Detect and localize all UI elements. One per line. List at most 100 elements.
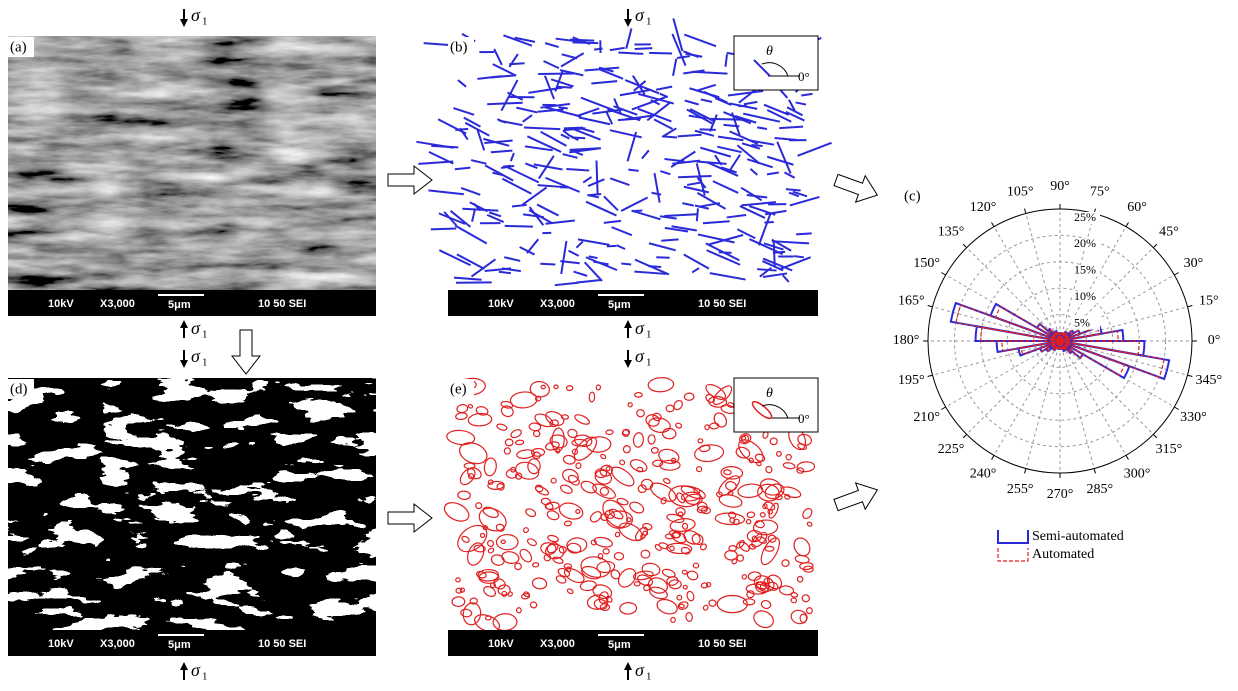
r-tick-label: 20% [1074, 236, 1096, 250]
theta-label: 270° [1047, 487, 1074, 502]
theta-label: 165° [898, 293, 925, 308]
theta-label: 45° [1159, 224, 1179, 239]
theta-label: 75° [1090, 184, 1110, 199]
info: 10 50 SEI [258, 298, 306, 310]
detected-line [505, 226, 533, 227]
detected-line [764, 222, 773, 223]
theta-label: 300° [1124, 467, 1151, 482]
grid-spoke [1060, 341, 1126, 455]
detected-line [757, 269, 776, 270]
theta-label: 105° [1007, 184, 1034, 199]
flow-arrow [388, 166, 432, 194]
stress-symbol: σ [191, 318, 201, 338]
stress-index: 1 [202, 16, 208, 28]
detected-line [656, 257, 669, 258]
theta-label: 120° [970, 200, 997, 215]
theta-tick [963, 244, 967, 248]
detected-line [751, 145, 762, 146]
legend-swatch [998, 530, 1028, 543]
scale: 5μm [168, 299, 191, 311]
detected-line [540, 264, 555, 265]
detected-line [663, 136, 677, 137]
grid-spoke [1026, 213, 1060, 341]
stress-head [180, 320, 188, 328]
stress-index: 1 [202, 329, 208, 341]
theta-tick [1126, 455, 1129, 459]
theta-label: 30° [1184, 256, 1204, 271]
theta-tick [928, 306, 933, 307]
detected-line [628, 170, 638, 171]
r-tick-label: 5% [1074, 315, 1090, 329]
theta-tick [963, 434, 967, 438]
stress-head [624, 360, 632, 368]
stress-index: 1 [646, 16, 652, 28]
detected-line [621, 264, 631, 265]
theta-label: 225° [938, 442, 965, 457]
stress-index: 1 [646, 357, 652, 369]
theta-label: 15° [1199, 293, 1219, 308]
theta-tick [1153, 244, 1157, 248]
flow-arrow [232, 330, 260, 374]
stress-symbol: σ [191, 346, 201, 366]
flow-arrow [388, 504, 432, 532]
stress-head [180, 19, 188, 27]
voltage: 10kV [48, 638, 74, 650]
binary-image [8, 378, 376, 630]
theta-tick [928, 375, 933, 376]
info: 10 50 SEI [258, 638, 306, 650]
detected-line [700, 129, 716, 130]
stress-symbol: σ [191, 660, 201, 680]
theta-label: 345° [1195, 373, 1222, 388]
scale: 5μm [168, 639, 191, 651]
theta-label: 240° [970, 467, 997, 482]
legend-label: Automated [1032, 547, 1094, 562]
detected-line [796, 233, 812, 234]
inset-zero: 0° [798, 69, 810, 84]
magnification: X3,000 [540, 298, 575, 310]
theta-label: 60° [1127, 200, 1147, 215]
theta-tick [1174, 273, 1178, 276]
theta-tick [992, 455, 995, 459]
stress-head [180, 360, 188, 368]
theta-label: 255° [1007, 482, 1034, 497]
detected-line [678, 176, 711, 177]
detected-line [594, 49, 602, 50]
detected-line [635, 48, 653, 49]
stress-head [624, 320, 632, 328]
theta-label: 195° [898, 373, 925, 388]
theta-label: 330° [1180, 410, 1207, 425]
theta-tick [1153, 434, 1157, 438]
stress-index: 1 [202, 357, 208, 369]
stress-symbol: σ [191, 5, 201, 25]
voltage: 10kV [48, 298, 74, 310]
grid-spoke [994, 341, 1060, 455]
info: 10 50 SEI [698, 638, 746, 650]
inset-theta: θ [766, 386, 773, 401]
detected-line [431, 228, 456, 229]
grid-spoke [967, 341, 1060, 434]
panel-label: (d) [10, 381, 28, 397]
panel-label: (c) [904, 188, 921, 204]
theta-label: 0° [1208, 333, 1221, 348]
scale: 5μm [608, 639, 631, 651]
detected-line [661, 239, 678, 240]
info: 10 50 SEI [698, 298, 746, 310]
theta-label: 135° [938, 224, 965, 239]
theta-label: 150° [913, 256, 940, 271]
detected-line [596, 160, 597, 195]
panel-label: (a) [10, 39, 27, 55]
magnification: X3,000 [100, 298, 135, 310]
detected-line [570, 40, 594, 41]
r-tick-label: 25% [1074, 210, 1096, 224]
voltage: 10kV [488, 638, 514, 650]
panel-label: (e) [450, 381, 467, 397]
inset-zero: 0° [798, 411, 810, 426]
stress-index: 1 [646, 671, 652, 683]
theta-label: 285° [1087, 482, 1114, 497]
theta-tick [992, 222, 995, 226]
theta-tick [1188, 375, 1193, 376]
theta-tick [1094, 469, 1095, 474]
theta-tick [941, 273, 945, 276]
theta-label: 315° [1156, 442, 1183, 457]
grid-spoke [1060, 341, 1094, 469]
